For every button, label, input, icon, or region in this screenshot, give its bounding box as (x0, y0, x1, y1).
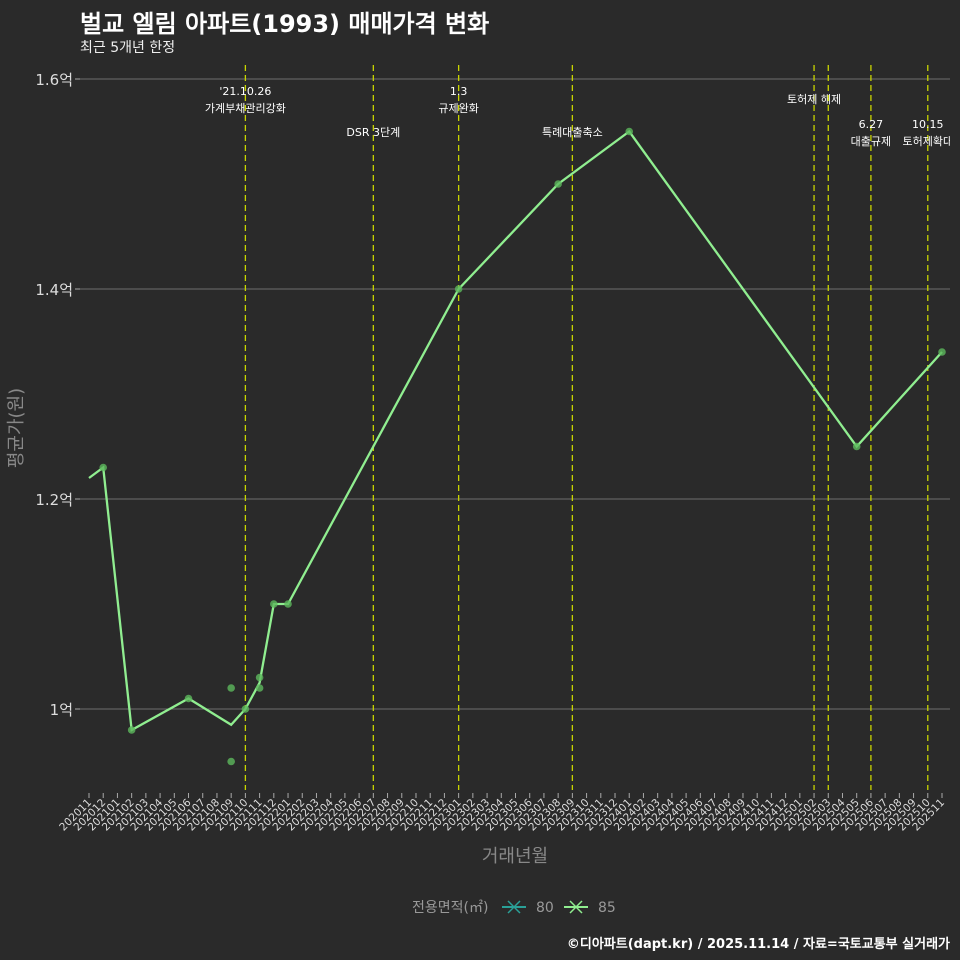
data-point (554, 180, 562, 188)
source-caption: ©디아파트(dapt.kr) / 2025.11.14 / 자료=국토교통부 실… (566, 937, 950, 952)
legend-label: 80 (536, 900, 554, 916)
chart-subtitle: 최근 5개년 한정 (80, 40, 176, 56)
data-point (184, 694, 193, 703)
event-label: 특례대출축소 (542, 126, 603, 139)
data-point (284, 600, 292, 608)
data-point (454, 285, 463, 293)
data-point (938, 348, 946, 356)
chart-title: 벌교 엘림 아파트(1993) 매매가격 변화 (80, 10, 490, 38)
event-label: 토허제확대 (902, 135, 953, 148)
legend-key-80-icon (507, 900, 521, 914)
legend-title: 전용면적(㎡) (412, 900, 488, 916)
event-label: 1.3 (450, 85, 468, 98)
y-tick-label: 1.4억 (35, 281, 73, 299)
data-point (625, 127, 634, 136)
series-line-85 (88, 129, 943, 732)
event-label: 10.15 (912, 118, 944, 131)
event-label: 규제완화 (438, 102, 478, 115)
data-point (127, 726, 136, 734)
y-tick-label: 1.2억 (35, 491, 73, 509)
y-tick-label: 1.6억 (35, 71, 73, 89)
event-label: '21.10.26 (219, 85, 271, 98)
legend-label: 85 (598, 900, 616, 916)
data-point (270, 600, 278, 608)
data-point (852, 442, 861, 451)
data-point (227, 757, 235, 766)
event-label: 대출규제 (851, 135, 891, 148)
event-label: DSR 3단계 (346, 126, 400, 139)
data-point (227, 684, 235, 692)
event-label: 6.27 (859, 118, 884, 131)
data-point (241, 705, 250, 713)
legend-key-85-icon (569, 900, 583, 914)
data-point (99, 463, 108, 472)
event-label: 가계부채관리강화 (205, 102, 286, 115)
data-point (255, 673, 264, 682)
event-label: 토허제 해제 (787, 92, 841, 106)
y-axis-title: 평균가(원) (6, 388, 27, 468)
data-point (255, 684, 264, 692)
x-axis-title: 거래년월 (482, 846, 548, 867)
y-tick-label: 1억 (50, 701, 73, 719)
